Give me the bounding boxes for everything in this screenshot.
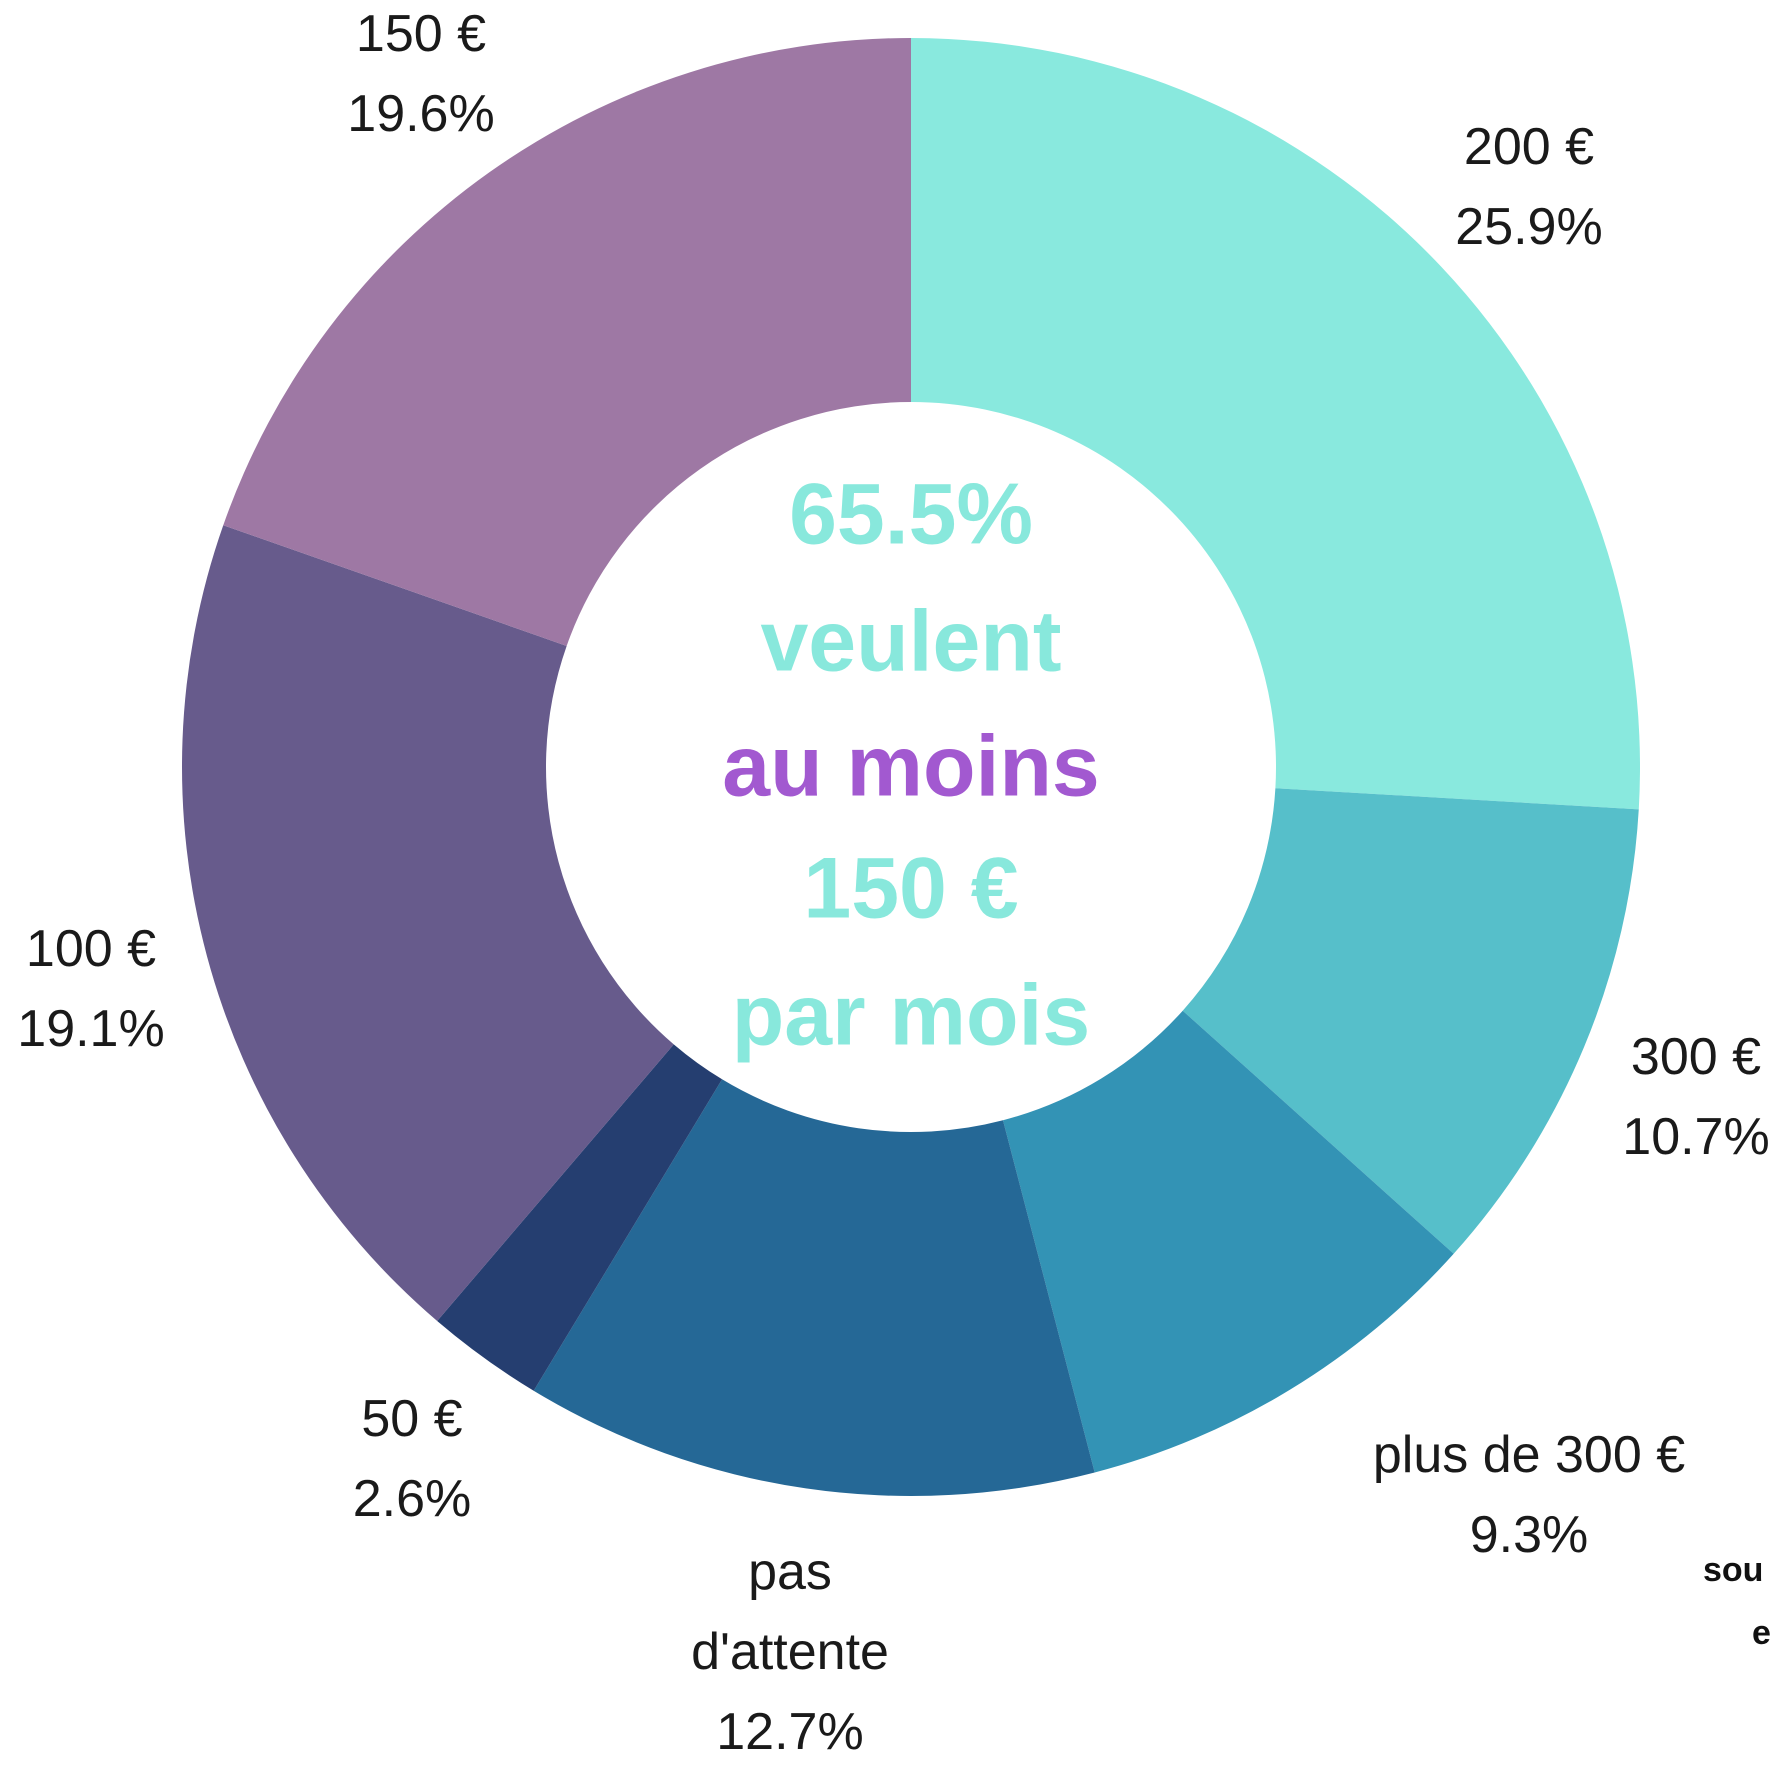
slice-value: 19.6% (347, 85, 495, 143)
donut-slice (437, 1044, 723, 1391)
slice-category: plus de 300 € (1372, 1426, 1686, 1484)
slice-label: pas d'attente 12.7% (660, 1532, 920, 1772)
slice-category: 150 € (355, 5, 487, 63)
donut-slice (1182, 788, 1639, 1254)
slice-category: 100 € (25, 920, 157, 978)
slice-value: 10.7% (1622, 1108, 1770, 1166)
donut-slice (1002, 1010, 1454, 1473)
slice-value: 12.7% (716, 1703, 864, 1761)
center-text: 65.5% (789, 466, 1033, 563)
source-note: e (1752, 1614, 1771, 1652)
slice-label: 100 € 19.1% (17, 909, 164, 1069)
donut-slice (533, 1079, 1095, 1496)
slice-value: 9.3% (1469, 1506, 1589, 1564)
center-text: 150 € (803, 840, 1019, 937)
center-text: veulent (760, 593, 1062, 690)
slice-value: 25.9% (1455, 198, 1603, 256)
donut-slice (181, 525, 674, 1322)
center-text: au moins (722, 718, 1100, 815)
slice-label: 300 € 10.7% (1622, 1017, 1769, 1177)
source-note: sou (1703, 1551, 1764, 1589)
slice-category: 200 € (1463, 118, 1595, 176)
slice-category: 300 € (1630, 1028, 1762, 1086)
slice-value: 19.1% (17, 1000, 165, 1058)
slice-category: pas d'attente (691, 1543, 889, 1681)
donut-slice (223, 37, 911, 646)
center-text: par mois (731, 967, 1091, 1064)
slice-value: 2.6% (352, 1470, 472, 1528)
slice-category: 50 € (361, 1390, 463, 1448)
slice-label: 200 € 25.9% (1455, 107, 1602, 267)
slice-label: plus de 300 € 9.3% (1373, 1415, 1685, 1575)
slice-label: 150 € 19.6% (347, 0, 494, 154)
donut-slice (911, 38, 1640, 810)
slice-label: 50 € 2.6% (353, 1379, 472, 1539)
